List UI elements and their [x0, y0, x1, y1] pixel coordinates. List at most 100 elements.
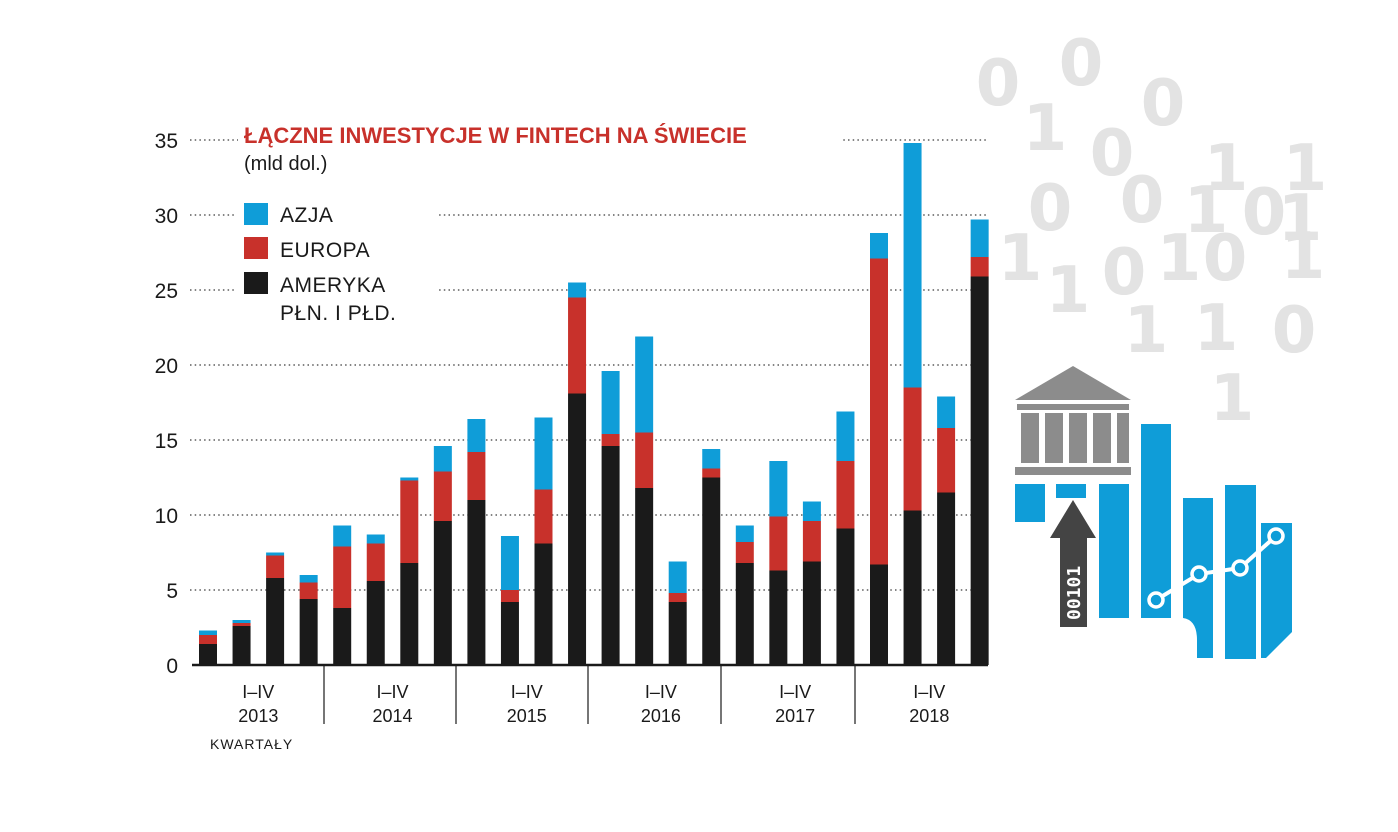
legend: AZJA EUROPA AMERYKA PŁN. I PŁD.	[236, 192, 436, 332]
bar-segment	[333, 525, 352, 547]
x-group-quarters-label: I–IV	[913, 682, 945, 702]
y-tick-label: 30	[155, 205, 178, 228]
bar-segment	[266, 552, 285, 556]
bar-segment	[534, 489, 553, 544]
bar-segment	[467, 452, 486, 500]
chart-title: ŁĄCZNE INWESTYCJE W FINTECH NA ŚWIECIE	[244, 123, 747, 148]
binary-digit: 0	[1272, 294, 1317, 368]
bar-segment	[970, 219, 989, 257]
y-axis-ticks: 0 5 10 15 20 25 30 35	[155, 130, 178, 678]
bar-segment	[769, 570, 788, 665]
bar-segment	[836, 461, 855, 529]
bar-segment	[970, 257, 989, 277]
bar-segment	[836, 528, 855, 665]
x-axis-label: KWARTAŁY	[210, 736, 293, 752]
bar-segment	[668, 602, 687, 665]
bar-segment	[333, 546, 352, 608]
legend-label-europa: EUROPA	[280, 239, 370, 262]
bar-segment	[400, 477, 419, 481]
title-background	[238, 118, 842, 152]
legend-swatch-europa	[244, 237, 268, 259]
bar-segment	[735, 525, 754, 542]
year-separators	[323, 665, 856, 724]
bar-segment	[568, 297, 587, 394]
bar-segment	[232, 623, 251, 626]
bar-segment	[702, 449, 721, 469]
binary-digit: 0	[1141, 67, 1186, 141]
bar-segment	[500, 602, 519, 665]
binary-digit: 1	[998, 222, 1043, 296]
bar-segment	[769, 516, 788, 571]
bar-segment	[199, 644, 217, 665]
bar-segment	[802, 561, 821, 665]
bar-segment	[232, 626, 251, 665]
binary-digit: 1	[1157, 222, 1202, 296]
bar-segment	[433, 521, 452, 665]
binary-digit: 0	[1102, 236, 1147, 310]
bar-segment	[568, 393, 587, 665]
y-tick-label: 25	[155, 280, 178, 303]
blue-columns-decoration	[1015, 424, 1292, 659]
binary-digit: 1	[1023, 92, 1068, 166]
binary-digit: 1	[1046, 254, 1091, 328]
bar-segment	[937, 492, 956, 665]
bar-segment	[668, 561, 687, 593]
arrow-code-text: 00101	[1064, 566, 1085, 620]
bar-segment	[534, 417, 553, 490]
binary-digit: 0	[1203, 222, 1248, 296]
bar-segment	[870, 233, 888, 259]
binary-digit: 1	[1124, 294, 1169, 368]
x-group-quarters-label: I–IV	[242, 682, 274, 702]
bar-segment	[433, 471, 452, 521]
x-group-year-label: 2014	[373, 706, 413, 726]
y-tick-label: 20	[155, 355, 178, 378]
y-tick-label: 5	[166, 580, 178, 603]
bar-segment	[500, 536, 519, 590]
bar-segment	[937, 428, 956, 493]
bar-segment	[635, 488, 654, 665]
y-tick-label: 35	[155, 130, 178, 153]
bar-segment	[232, 620, 251, 623]
bar-segment	[937, 396, 956, 428]
legend-swatch-ameryka	[244, 272, 268, 294]
bar-segment	[735, 563, 754, 665]
binary-digit: 0	[1028, 172, 1073, 246]
bar-segment	[400, 563, 419, 665]
binary-digit: 0	[1242, 176, 1287, 250]
bar-segment	[903, 387, 922, 511]
legend-label-azja: AZJA	[280, 204, 333, 227]
x-group-quarters-label: I–IV	[779, 682, 811, 702]
x-group-quarters-label: I–IV	[377, 682, 409, 702]
bar-segment	[802, 521, 821, 562]
bar-segment	[366, 543, 385, 581]
bar-segment	[702, 477, 721, 665]
bar-segment	[903, 143, 922, 388]
binary-digit: 1	[1210, 362, 1255, 436]
bank-building-icon	[1015, 366, 1131, 475]
x-axis-labels: I–IV 2013 I–IV 2014 I–IV 2015 I–IV 2016 I–IV 2017…	[238, 682, 949, 726]
bar-segment	[333, 608, 352, 665]
binary-digit: 1	[1278, 182, 1323, 256]
bar-segment	[903, 510, 922, 665]
x-group-quarters-label: I–IV	[645, 682, 677, 702]
binary-digit: 1	[1184, 174, 1229, 248]
bars	[199, 143, 989, 665]
bar-segment	[601, 446, 620, 665]
bar-segment	[467, 419, 486, 452]
bar-segment	[568, 282, 587, 298]
binary-digit: 1	[1283, 132, 1328, 206]
chart-subtitle: (mld dol.)	[244, 153, 327, 175]
upload-arrow-icon: 00101	[1050, 500, 1096, 627]
legend-swatch-azja	[244, 203, 268, 225]
binary-digits-decoration: 0 001 0 1 10 0 1 01 1 0 1 0 11 1 011	[976, 27, 1328, 436]
bar-segment	[601, 434, 620, 446]
bar-segment	[467, 500, 486, 665]
legend-label-ameryka-line1: AMERYKA	[280, 274, 386, 297]
binary-digit: 0	[1059, 27, 1104, 101]
bar-segment	[668, 593, 687, 602]
bar-segment	[433, 446, 452, 472]
bar-segment	[802, 501, 821, 521]
binary-digit: 1	[1194, 292, 1239, 366]
x-group-year-label: 2013	[238, 706, 278, 726]
